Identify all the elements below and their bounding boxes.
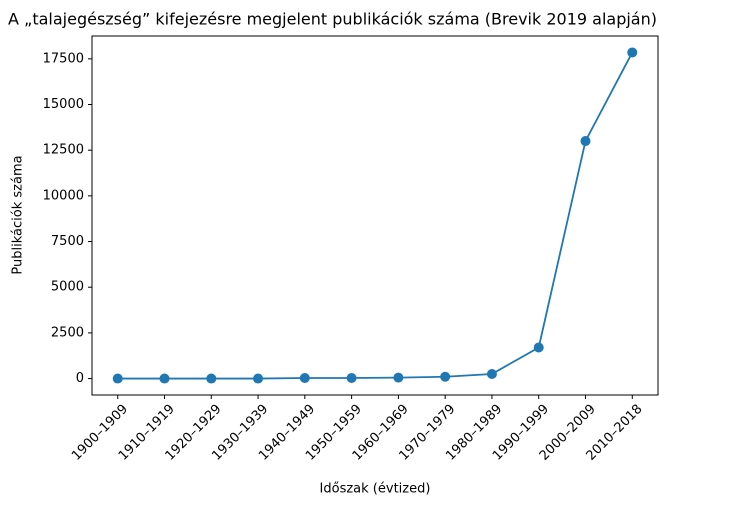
line [117,52,634,380]
y-tick-label: 10000 [43,188,84,203]
point [440,371,451,382]
y-tick-label: 0 [76,371,84,386]
point [112,373,123,384]
plot-frame [91,35,659,396]
point [159,373,170,384]
point [299,373,310,384]
chart-title: A „talajegészség” kifejezésre megjelent … [8,10,657,29]
y-tick-label: 17500 [43,51,84,66]
point [533,342,544,353]
point [346,373,357,384]
point [253,373,264,384]
y-tick-label: 2500 [51,325,84,340]
y-axis-label: Publikációk száma [11,155,26,274]
y-tick-label: 12500 [43,143,84,158]
point [580,136,591,147]
point [486,368,497,379]
point [393,372,404,383]
y-tick-label: 5000 [51,280,84,295]
y-tick-label: 7500 [51,234,84,249]
x-axis-label: Időszak (évtized) [320,482,431,497]
point [627,47,638,58]
point [206,373,217,384]
y-tick-label: 15000 [43,97,84,112]
